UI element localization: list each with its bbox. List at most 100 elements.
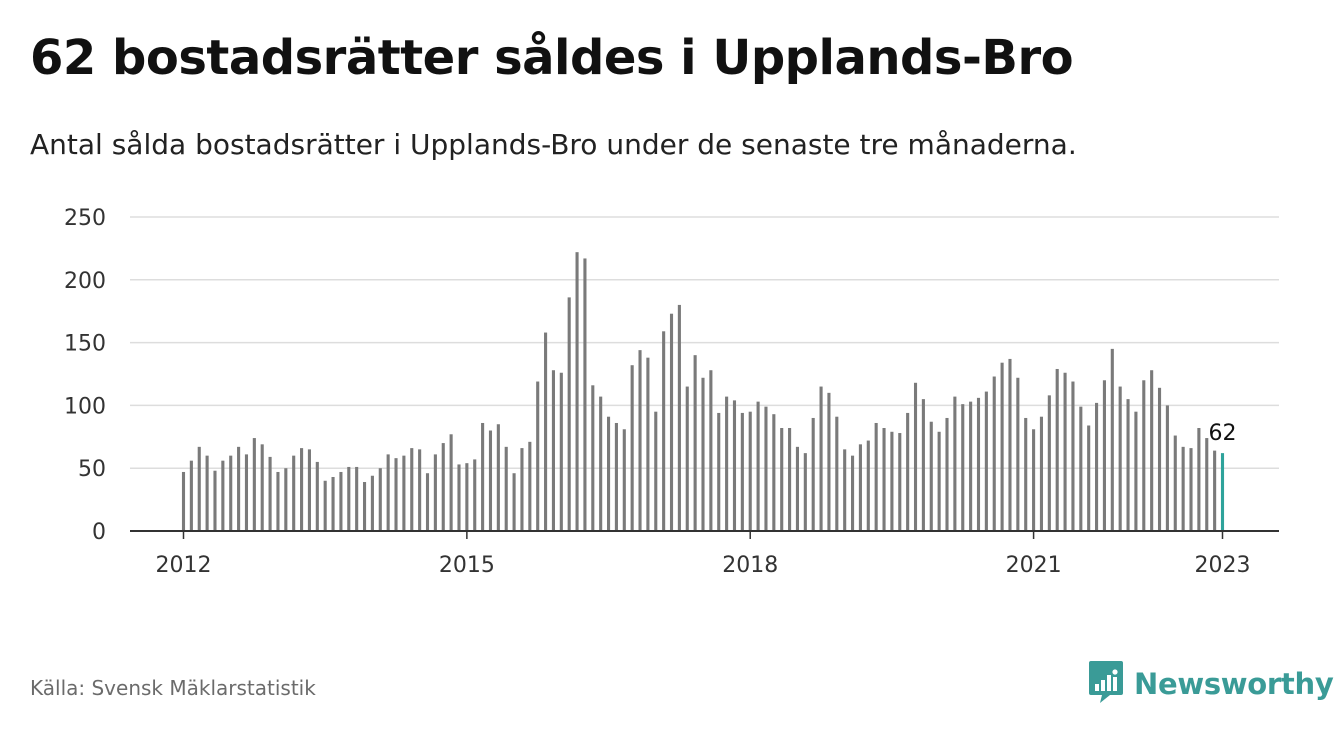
bar [851,455,855,531]
bar [284,468,288,531]
bar [1157,387,1162,531]
bar [410,448,414,531]
bar [292,455,296,531]
bar [512,473,516,531]
bar-highlight [1220,453,1225,531]
y-tick-label: 100 [64,394,106,419]
y-axis-tick-labels: 0 50 100 150 200 250 [64,206,106,545]
bar [1181,446,1185,531]
bar [1047,395,1051,531]
bar [457,464,461,531]
bar [984,391,988,531]
source-credit: Källa: Svensk Mäklarstatistik [30,676,316,700]
bar [536,381,540,531]
bar [1189,448,1193,531]
bar [252,438,256,531]
bar [1000,362,1004,531]
x-tick-label: 2021 [1006,553,1062,578]
bar [898,433,902,531]
bar [969,401,973,531]
bar [764,406,768,531]
bar [567,297,571,531]
bar [323,480,327,531]
bar [591,385,595,531]
bar [803,453,807,531]
bar [890,431,894,531]
bar [418,449,422,531]
newsworthy-chart-bubble-icon [1088,660,1124,708]
bar [953,396,957,531]
bar [866,440,870,531]
bar [315,461,319,531]
bar [717,412,721,531]
bar [630,365,634,531]
bar [693,355,697,531]
bar [701,377,705,531]
bar [205,455,209,531]
bar [906,412,910,531]
bar [1173,435,1177,531]
bar [1008,358,1012,531]
bar [488,430,493,531]
bar [662,331,666,531]
bar [976,397,981,531]
bar [622,429,626,531]
bar [331,476,335,531]
bar [732,400,737,531]
bar [1063,372,1067,531]
y-tick-label: 200 [64,269,106,294]
bar [929,421,933,531]
bar [811,417,815,531]
bar [268,456,272,531]
bar [276,471,280,531]
bar [520,448,524,531]
bar [355,466,359,531]
bar [788,428,792,531]
bar [961,404,965,531]
bar [473,459,477,531]
bar [709,370,713,531]
bar [441,443,445,531]
bar [449,434,453,531]
bar [1213,450,1217,531]
bar [1150,370,1154,531]
bar [669,313,674,531]
bar [772,414,776,531]
bar [402,455,406,531]
bar [1071,381,1075,531]
bar [843,449,847,531]
bar [677,304,681,531]
bar [1039,416,1044,531]
bar [237,446,241,531]
bar [307,449,311,531]
bar [528,441,532,531]
bar [1142,380,1146,531]
y-tick-label: 150 [64,332,106,357]
bar [725,396,729,531]
x-tick-label: 2012 [156,553,212,578]
bar [654,411,658,531]
x-tick-label: 2015 [439,553,495,578]
bar [181,471,186,531]
bar [551,370,555,531]
bar [937,431,941,531]
bar [1205,438,1209,531]
bar [835,416,839,531]
bar [197,446,201,531]
bar [362,482,367,531]
x-tick-label: 2023 [1195,553,1251,578]
bar [583,258,587,531]
bar [945,417,949,531]
bar [614,422,618,531]
bar [748,411,752,531]
newsworthy-wordmark: Newsworthy [1134,667,1334,701]
bar [433,454,437,531]
highlight-value-label: 62 [1209,421,1237,446]
bar [559,372,563,531]
bar [740,412,744,531]
bar [339,471,343,531]
bar [189,460,193,531]
chart-title: 62 bostadsrätter såldes i Upplands-Bro [30,30,1074,86]
bar [819,386,823,531]
